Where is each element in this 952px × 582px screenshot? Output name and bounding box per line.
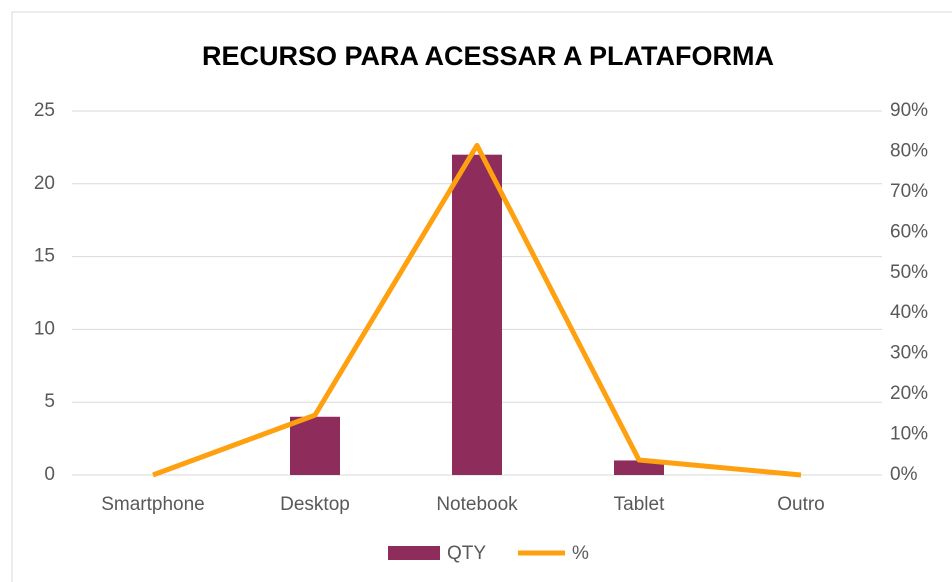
x-tick-label: Notebook <box>436 494 518 515</box>
legend-label: QTY <box>447 543 486 564</box>
y-tick-label: 20 <box>34 173 55 194</box>
y2-tick-label: 40% <box>890 302 928 323</box>
y2-tick-label: 30% <box>890 343 928 364</box>
x-tick-label: Outro <box>777 494 825 515</box>
y-tick-label: 5 <box>44 391 55 412</box>
y2-tick-label: 50% <box>890 262 928 283</box>
y-tick-label: 10 <box>34 318 55 339</box>
y2-tick-label: 90% <box>890 100 928 121</box>
y-tick-label: 0 <box>44 464 55 485</box>
y-tick-label: 15 <box>34 246 55 267</box>
x-tick-label: Desktop <box>280 494 350 515</box>
line <box>152 142 802 478</box>
x-tick-label: Tablet <box>614 494 665 515</box>
chart-border <box>11 11 952 582</box>
bar <box>452 154 502 475</box>
legend-label: % <box>572 543 589 564</box>
bar <box>290 416 340 475</box>
y2-tick-label: 70% <box>890 181 928 202</box>
y2-tick-label: 0% <box>890 464 918 485</box>
y2-tick-label: 60% <box>890 221 928 242</box>
chart-title: RECURSO PARA ACESSAR A PLATAFORMA <box>202 41 774 71</box>
x-tick-label: Smartphone <box>101 494 205 515</box>
y2-tick-label: 10% <box>890 424 928 445</box>
legend-swatch <box>388 546 440 560</box>
bar <box>614 460 664 475</box>
y2-tick-label: 80% <box>890 140 928 161</box>
y2-tick-label: 20% <box>890 383 928 404</box>
y-tick-label: 25 <box>34 100 55 121</box>
